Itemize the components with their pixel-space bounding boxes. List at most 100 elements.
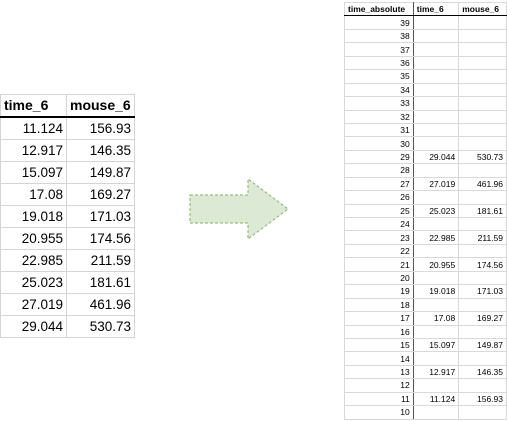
left-header-time[interactable]: time_6 [0, 94, 67, 118]
right-cell-time[interactable] [412, 69, 460, 84]
left-cell-time[interactable]: 25.023 [0, 271, 67, 294]
right-cell-mouse[interactable]: 149.87 [458, 337, 507, 353]
right-cell-mouse[interactable]: 211.59 [458, 230, 507, 245]
right-cell-time[interactable]: 12.917 [412, 364, 460, 380]
right-cell-time-absolute[interactable]: 10 [344, 405, 414, 420]
right-cell-time-absolute[interactable]: 21 [344, 257, 414, 272]
right-cell-time-absolute[interactable]: 13 [344, 364, 414, 380]
right-cell-mouse[interactable] [458, 96, 507, 111]
left-cell-time[interactable]: 29.044 [0, 315, 67, 338]
right-cell-time-absolute[interactable]: 11 [344, 391, 414, 407]
right-cell-time[interactable] [412, 55, 460, 71]
right-cell-time-absolute[interactable]: 33 [344, 96, 414, 111]
right-cell-time-absolute[interactable]: 22 [344, 243, 414, 259]
right-cell-time[interactable] [412, 351, 460, 366]
right-cell-time-absolute[interactable]: 15 [344, 337, 414, 353]
right-cell-time[interactable]: 29.044 [412, 149, 460, 165]
right-cell-time[interactable]: 11.124 [412, 391, 460, 407]
left-cell-time[interactable]: 15.097 [0, 161, 67, 184]
right-cell-mouse[interactable]: 461.96 [458, 176, 507, 192]
right-cell-time-absolute[interactable]: 28 [344, 163, 414, 178]
right-cell-time[interactable] [412, 28, 460, 44]
left-cell-time[interactable]: 22.985 [0, 249, 67, 272]
right-cell-time-absolute[interactable]: 19 [344, 284, 414, 299]
right-cell-time-absolute[interactable]: 35 [344, 69, 414, 84]
right-cell-mouse[interactable]: 156.93 [458, 391, 507, 407]
left-cell-time[interactable]: 17.08 [0, 183, 67, 206]
right-cell-mouse[interactable]: 169.27 [458, 311, 507, 326]
left-cell-mouse[interactable]: 530.73 [66, 315, 135, 338]
left-cell-time[interactable]: 12.917 [0, 139, 67, 162]
right-header-time[interactable]: time_6 [412, 1, 460, 17]
right-cell-time-absolute[interactable]: 26 [344, 190, 414, 205]
right-cell-time-absolute[interactable]: 20 [344, 270, 414, 286]
left-cell-mouse[interactable]: 461.96 [66, 293, 135, 316]
left-cell-mouse[interactable]: 146.35 [66, 139, 135, 162]
left-cell-time[interactable]: 27.019 [0, 293, 67, 316]
right-cell-mouse[interactable] [458, 69, 507, 84]
right-cell-time[interactable] [412, 405, 460, 420]
right-cell-mouse[interactable] [458, 243, 507, 259]
left-cell-mouse[interactable]: 169.27 [66, 183, 135, 206]
right-cell-mouse[interactable] [458, 122, 507, 138]
right-cell-time-absolute[interactable]: 12 [344, 378, 414, 393]
right-cell-time-absolute[interactable]: 34 [344, 82, 414, 98]
right-cell-mouse[interactable] [458, 55, 507, 71]
right-cell-time-absolute[interactable]: 36 [344, 55, 414, 71]
right-cell-time[interactable]: 15.097 [412, 337, 460, 353]
right-cell-mouse[interactable] [458, 15, 507, 30]
right-cell-mouse[interactable] [458, 297, 507, 313]
right-cell-time[interactable] [412, 297, 460, 313]
right-cell-time[interactable] [412, 378, 460, 393]
right-cell-mouse[interactable]: 181.61 [458, 203, 507, 219]
left-cell-time[interactable]: 11.124 [0, 116, 67, 140]
right-cell-time[interactable] [412, 15, 460, 30]
right-cell-mouse[interactable] [458, 270, 507, 286]
right-cell-mouse[interactable] [458, 405, 507, 420]
left-cell-mouse[interactable]: 171.03 [66, 205, 135, 228]
right-cell-mouse[interactable] [458, 136, 507, 151]
right-cell-time[interactable]: 25.023 [412, 203, 460, 219]
right-cell-time[interactable] [412, 190, 460, 205]
right-cell-time[interactable] [412, 243, 460, 259]
right-cell-time[interactable] [412, 163, 460, 178]
right-cell-time[interactable] [412, 324, 460, 339]
right-cell-time[interactable] [412, 122, 460, 138]
right-header-time-absolute[interactable]: time_absolute [344, 1, 414, 17]
right-cell-mouse[interactable] [458, 216, 507, 232]
right-cell-mouse[interactable] [458, 82, 507, 98]
right-cell-time[interactable]: 27.019 [412, 176, 460, 192]
right-header-mouse[interactable]: mouse_6 [458, 1, 507, 17]
right-cell-time[interactable] [412, 82, 460, 98]
right-cell-time-absolute[interactable]: 30 [344, 136, 414, 151]
right-cell-mouse[interactable] [458, 190, 507, 205]
right-cell-time-absolute[interactable]: 27 [344, 176, 414, 192]
left-header-mouse[interactable]: mouse_6 [66, 94, 135, 118]
right-cell-mouse[interactable] [458, 351, 507, 366]
right-cell-mouse[interactable] [458, 28, 507, 44]
right-cell-time[interactable] [412, 96, 460, 111]
left-cell-mouse[interactable]: 149.87 [66, 161, 135, 184]
right-cell-time-absolute[interactable]: 14 [344, 351, 414, 366]
left-cell-time[interactable]: 19.018 [0, 205, 67, 228]
right-cell-time-absolute[interactable]: 24 [344, 216, 414, 232]
right-cell-time-absolute[interactable]: 31 [344, 122, 414, 138]
right-cell-mouse[interactable] [458, 109, 507, 124]
right-cell-time[interactable] [412, 270, 460, 286]
right-cell-time[interactable] [412, 216, 460, 232]
right-cell-time-absolute[interactable]: 37 [344, 42, 414, 57]
right-cell-time[interactable] [412, 42, 460, 57]
right-cell-time[interactable] [412, 136, 460, 151]
right-cell-time[interactable]: 20.955 [412, 257, 460, 272]
left-cell-mouse[interactable]: 156.93 [66, 116, 135, 140]
right-cell-mouse[interactable] [458, 163, 507, 178]
right-cell-mouse[interactable] [458, 378, 507, 393]
right-cell-time-absolute[interactable]: 38 [344, 28, 414, 44]
right-cell-mouse[interactable]: 174.56 [458, 257, 507, 272]
right-cell-mouse[interactable] [458, 324, 507, 339]
left-cell-mouse[interactable]: 174.56 [66, 227, 135, 250]
right-cell-mouse[interactable]: 530.73 [458, 149, 507, 165]
right-cell-time-absolute[interactable]: 32 [344, 109, 414, 124]
left-cell-mouse[interactable]: 211.59 [66, 249, 135, 272]
right-cell-time[interactable]: 19.018 [412, 284, 460, 299]
